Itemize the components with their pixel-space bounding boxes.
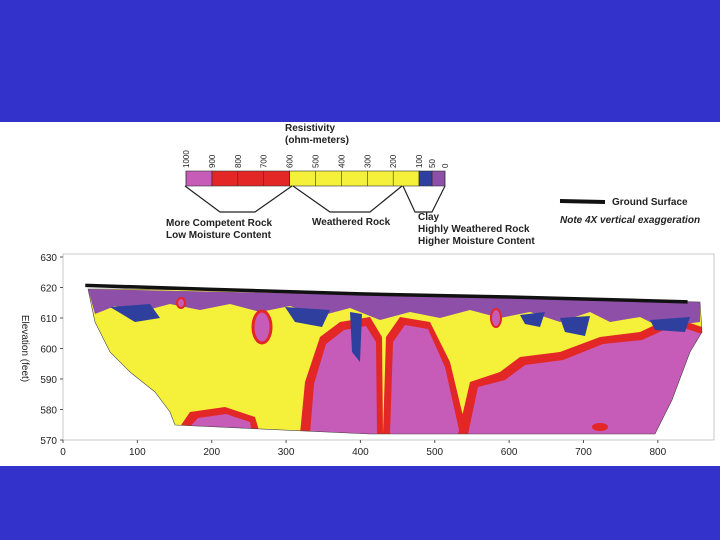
colorbar-tick-labels: 1000 900 800 700 600 500 400 300 200 100 50 0 [182,150,450,186]
colorbar-tick-label: 1000 [182,150,191,168]
y-axis-ticks: 570 580 590 600 610 620 630 [40,253,63,447]
colorbar-tick-label: 400 [337,154,346,168]
x-tick-label: 400 [352,447,369,458]
x-tick-label: 0 [60,447,66,458]
x-tick-label: 300 [278,447,295,458]
clay-bracket [402,185,446,213]
highly-weathered-label: Highly Weathered Rock [418,224,530,235]
colorbar-tick-label: 50 [428,159,437,168]
x-tick-label: 700 [575,447,592,458]
colorbar-title: Resistivity [285,123,335,134]
colorbar-tick-label: 200 [389,154,398,168]
colorbar-tick-label: 0 [441,163,450,168]
colorbar-band-4 [431,170,446,187]
competent-rock-bracket [184,185,293,213]
colorbar-band-3 [418,170,433,187]
colorbar-tick-label: 500 [312,154,321,168]
ground-surface-legend-label: Ground Surface [612,197,688,208]
slide-bottom-band [0,466,720,540]
clay-label: Clay [418,212,440,223]
colorbar-tick-label: 600 [286,154,295,168]
colorbar-tick-label: 700 [260,154,269,168]
y-tick-label: 620 [40,284,57,295]
colorbar-tick-label: 900 [208,154,217,168]
ground-surface-legend-swatch [559,199,606,204]
colorbar-band-2 [289,170,420,187]
low-moisture-label: Low Moisture Content [166,230,272,241]
x-axis-ticks: 0 100 200 300 400 500 600 700 800 [60,440,667,458]
ground-surface-line [85,283,688,304]
x-tick-label: 100 [129,447,146,458]
x-tick-label: 200 [203,447,220,458]
weathered-rock-bracket [292,185,403,213]
competent-rock-label: More Competent Rock [166,218,273,229]
resistivity-section-chart: Resistivity (ohm-meters) 1000 900 800 700 60… [19,123,715,458]
y-tick-label: 570 [40,436,57,447]
y-axis-label: Elevation (feet) [19,315,30,382]
colorbar-band-1 [211,170,290,187]
exaggeration-note: Note 4X vertical exaggeration [560,215,700,226]
resistivity-figure: Resistivity (ohm-meters) 1000 900 800 700 60… [0,122,720,466]
higher-moisture-label: Higher Moisture Content [418,236,535,247]
colorbar-tick-label: 300 [363,154,372,168]
colorbar-tick-label: 800 [234,154,243,168]
colorbar-band-0 [185,170,213,187]
y-tick-label: 600 [40,345,57,356]
legend-brackets [184,185,446,213]
x-tick-label: 600 [501,447,518,458]
weathered-rock-label: Weathered Rock [312,217,391,228]
slide-top-band [0,0,720,122]
colorbar-tick-label: 100 [415,154,424,168]
y-tick-label: 610 [40,314,57,325]
colorbar-units: (ohm-meters) [285,135,349,146]
y-tick-label: 580 [40,406,57,417]
y-tick-label: 590 [40,375,57,386]
x-tick-label: 500 [426,447,443,458]
resistivity-section [88,289,702,434]
x-tick-label: 800 [649,447,666,458]
y-tick-label: 630 [40,253,57,264]
